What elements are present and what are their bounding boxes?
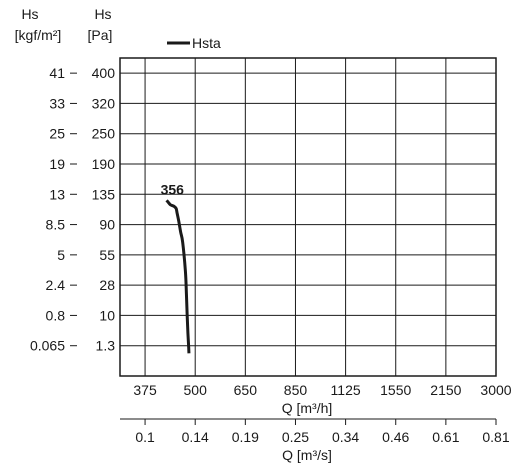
x-axis-primary-tick-label: 850 — [284, 382, 308, 398]
left-axis-inner-tick-label: 400 — [92, 65, 116, 81]
x-axis-primary-tick-label: 1125 — [331, 382, 361, 398]
left-axis-outer-tick-label: 8.5 — [46, 217, 66, 233]
plot-frame — [119, 57, 497, 377]
x-axis-secondary-tick-label: 0.19 — [232, 429, 259, 445]
left-axis-inner-tick-label: 135 — [92, 186, 116, 202]
left-axis-outer-tick-label: 13 — [49, 186, 65, 202]
x-axis-secondary-tick-label: 0.34 — [332, 429, 359, 445]
left-axis-inner-title: Hs — [94, 6, 111, 22]
legend-label: Hsta — [192, 35, 221, 51]
series-label-356: 356 — [161, 181, 185, 197]
x-axis-primary-label: Q [m³/h] — [282, 400, 333, 416]
series-curve-356 — [165, 199, 191, 354]
left-axis-outer-unit: [kgf/m²] — [15, 27, 62, 43]
x-axis-secondary-tick-label: 0.14 — [182, 429, 209, 445]
left-axis-outer-tick-label: 33 — [49, 95, 65, 111]
left-axis-inner-tick-label: 55 — [99, 247, 115, 263]
left-axis-outer-title: Hs — [21, 6, 38, 22]
x-axis-secondary-tick-label: 0.25 — [282, 429, 309, 445]
series-layer: 356 — [161, 181, 191, 354]
x-axis-secondary-label: Q [m³/s] — [282, 447, 332, 463]
left-axis-inner-ticks: 400 320 250 190 135 90 55 28 10 1.3 — [92, 65, 116, 354]
plot-grid — [120, 58, 497, 376]
left-axis-outer-tick-label: 19 — [49, 156, 65, 172]
x-axis-primary-tick-label: 3000 — [480, 382, 511, 398]
left-axis-inner-unit: [Pa] — [88, 27, 113, 43]
x-axis-secondary-tick-label: 0.81 — [482, 429, 509, 445]
left-axis-outer-tick-label: 0.8 — [46, 307, 66, 323]
x-axis-primary-tick-label: 500 — [184, 382, 208, 398]
left-axis-outer-tick-label: 25 — [49, 126, 65, 142]
x-axis-secondary-tick-label: 0.46 — [382, 429, 409, 445]
left-axis-inner-tick-label: 10 — [99, 307, 115, 323]
left-axis-inner-tick-label: 250 — [92, 126, 116, 142]
left-axis-outer-tick-label: 2.4 — [46, 277, 66, 293]
x-axis-primary-tick-label: 650 — [234, 382, 258, 398]
x-axis-secondary-ticks: 0.1 0.14 0.19 0.25 0.34 0.46 0.61 0.81 — [135, 419, 510, 445]
left-axis-inner-tick-label: 320 — [92, 95, 116, 111]
x-axis-primary-tick-label: 2150 — [430, 382, 461, 398]
left-axis-outer-tick-label: 41 — [49, 65, 65, 81]
x-axis-primary-tick-label: 375 — [133, 382, 157, 398]
x-axis-primary-tick-label: 1550 — [380, 382, 411, 398]
left-axis-inner-tick-label: 28 — [99, 277, 115, 293]
left-axis-inner-tick-label: 1.3 — [96, 338, 116, 354]
left-axis-outer-tick-label: 5 — [57, 247, 65, 263]
x-axis-secondary-tick-label: 0.61 — [432, 429, 459, 445]
x-axis-primary-ticks: 375 500 650 850 1125 1550 2150 3000 — [133, 382, 511, 398]
left-axis-inner-tick-label: 90 — [99, 217, 115, 233]
left-axis-inner-tick-label: 190 — [92, 156, 116, 172]
x-axis-secondary-tick-label: 0.1 — [135, 429, 155, 445]
left-axis-outer-ticks: 41 33 25 19 13 8.5 5 2.4 0.8 0.065 — [30, 65, 77, 354]
left-axis-outer-tick-label: 0.065 — [30, 338, 65, 354]
